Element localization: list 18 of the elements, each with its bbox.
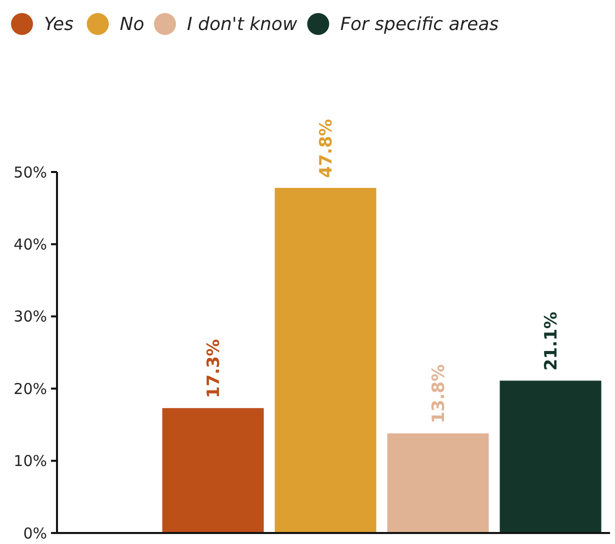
bar [500,380,602,533]
y-tick-label: 0% [23,524,47,542]
text: 13.8% [429,364,450,424]
legend-label: For specific areas [340,14,499,35]
bar [387,433,489,533]
text: 21.1% [542,312,562,371]
bar [162,408,264,533]
y-tick-label: 30% [14,308,47,326]
legend-label: I don't know [187,14,298,35]
legend-label: No [120,14,144,35]
legend-label: Yes [44,14,74,35]
text: 47.8% [316,118,337,178]
y-tick-label: 50% [14,163,47,182]
y-tick-label: 20% [14,380,47,398]
y-tick-label: 40% [14,235,47,254]
y-tick-label: 10% [14,452,47,470]
bar [274,188,376,533]
text: 17.3% [204,339,224,398]
